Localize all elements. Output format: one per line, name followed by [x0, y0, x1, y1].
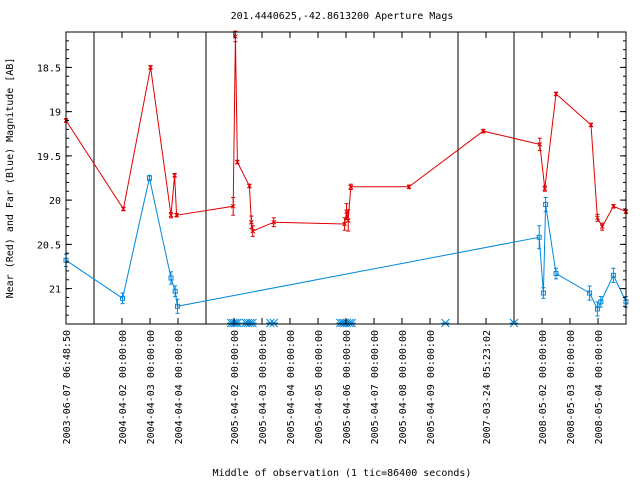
- data-point: [543, 202, 549, 208]
- x-tick-label: 2008-05-02 00:00:00: [538, 330, 549, 444]
- data-point: [146, 175, 152, 181]
- x-tick-label: 2005-04-09 00:00:00: [426, 330, 437, 444]
- star-marker: [233, 318, 242, 328]
- star-marker: [248, 318, 257, 328]
- star-marker: [441, 318, 450, 328]
- chart-title: 201.4440625,-42.8613200 Aperture Mags: [231, 11, 454, 22]
- data-point: [172, 172, 177, 178]
- x-tick-label: 2005-04-03 00:00:00: [258, 330, 269, 444]
- y-axis-label: Near (Red) and Far (Blue) Magnitude [AB]: [5, 58, 16, 299]
- x-tick-label: 2005-04-06 00:00:00: [342, 330, 353, 444]
- x-tick-label: 2004-04-03 00:00:00: [146, 330, 157, 444]
- data-point: [595, 215, 600, 221]
- data-point: [611, 203, 616, 209]
- data-point: [250, 228, 256, 234]
- data-point: [542, 186, 548, 191]
- x-tick-label: 2004-04-04 00:00:00: [174, 330, 185, 444]
- x-tick-label: 2008-05-04 00:00:00: [594, 330, 605, 444]
- star-marker: [509, 318, 519, 328]
- y-tick-label: 21: [49, 285, 61, 296]
- data-point: [249, 219, 254, 225]
- star-marker: [269, 318, 279, 328]
- x-axis: 2003-06-07 06:48:50 2004-04-02 00:00:00 20…: [62, 32, 605, 444]
- data-point: [172, 288, 178, 294]
- data-point: [348, 184, 354, 190]
- data-point: [148, 65, 153, 70]
- y-tick-label: 20.5: [37, 240, 61, 251]
- data-point: [271, 219, 277, 225]
- data-point: [594, 306, 600, 312]
- data-point: [342, 221, 347, 227]
- series-near-red: [63, 30, 629, 237]
- series-line: [65, 177, 627, 311]
- data-point: [174, 303, 180, 309]
- segment-dividers: [93, 32, 515, 324]
- data-point: [536, 234, 542, 240]
- y-tick-label: 18.5: [37, 63, 61, 74]
- data-point: [174, 212, 179, 218]
- data-point: [553, 91, 559, 97]
- data-point: [120, 295, 126, 301]
- data-point: [588, 122, 594, 128]
- data-point: [235, 159, 240, 165]
- data-point: [598, 299, 604, 305]
- data-point: [345, 218, 351, 223]
- x-tick-label: 2005-04-08 00:00:00: [398, 330, 409, 444]
- y-tick-label: 19: [49, 108, 61, 119]
- x-axis-label: Middle of observation (1 tic=86400 secon…: [213, 468, 472, 479]
- star-marker: [347, 318, 356, 328]
- y-tick-label: 19.5: [37, 152, 61, 163]
- series-far-blue: [63, 174, 629, 317]
- star-markers: [226, 318, 519, 328]
- data-point: [587, 290, 593, 296]
- x-tick-label: 2005-04-02 00:00:00: [230, 330, 241, 444]
- x-tick-label: 2003-06-07 06:48:50: [62, 330, 73, 444]
- data-point: [480, 128, 486, 134]
- data-point: [610, 272, 616, 278]
- y-tick-label: 20: [49, 196, 61, 207]
- x-tick-label: 2008-05-03 00:00:00: [566, 330, 577, 444]
- x-tick-label: 2005-04-04 00:00:00: [286, 330, 297, 444]
- x-tick-label: 2005-04-07 00:00:00: [370, 330, 381, 444]
- x-tick-label: 2005-04-05 00:00:00: [314, 330, 325, 444]
- data-point: [168, 212, 174, 218]
- data-point: [168, 275, 174, 281]
- data-point: [540, 290, 546, 296]
- y-axis: 18.5 19 19.5 20 20.5 21: [37, 40, 626, 316]
- series-layer: [63, 30, 629, 317]
- data-point: [553, 271, 559, 277]
- data-point: [406, 184, 412, 190]
- data-point: [537, 142, 543, 147]
- data-point: [247, 183, 252, 189]
- x-tick-label: 2007-03-24 05:23:02: [482, 330, 493, 444]
- data-point: [121, 206, 126, 212]
- data-point: [599, 224, 605, 230]
- x-tick-label: 2004-04-02 00:00:00: [118, 330, 129, 444]
- data-point: [230, 203, 236, 209]
